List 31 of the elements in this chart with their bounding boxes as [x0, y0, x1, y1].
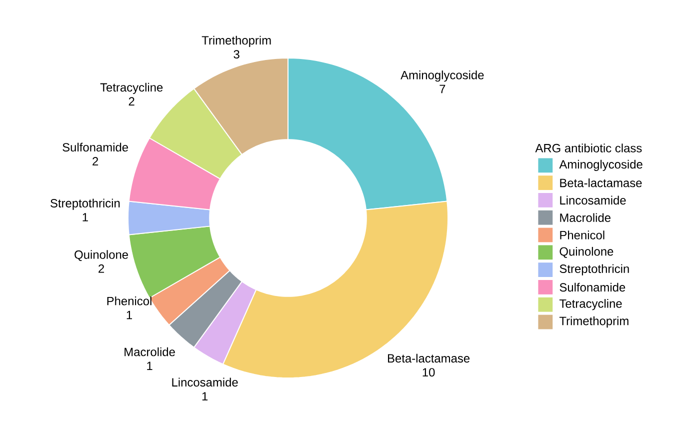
- slice-label: Tetracycline: [100, 82, 163, 94]
- data-label: 2: [98, 264, 104, 273]
- slice-label: Trimethoprim: [202, 36, 271, 47]
- data-label: 1: [126, 310, 132, 320]
- data-label: 2: [128, 97, 134, 106]
- legend-title: ARG antibiotic class: [535, 144, 642, 152]
- data-label: 1: [82, 213, 88, 222]
- slice-label: Phenicol: [107, 296, 152, 306]
- data-label: 10: [422, 368, 435, 377]
- data-label: 2: [92, 157, 98, 166]
- legend-label: Beta-lactamase: [560, 178, 642, 188]
- legend-label: Macrolide: [560, 213, 610, 222]
- slice-label: Macrolide: [124, 347, 175, 356]
- legend-label: Phenicol: [560, 230, 604, 240]
- slice-label: Sulfonamide: [62, 142, 128, 152]
- slice-label: Quinolone: [74, 250, 128, 262]
- data-label: 3: [234, 50, 240, 59]
- slice-label: Beta-lactamase: [388, 354, 470, 363]
- legend-label: Quinolone: [560, 246, 614, 258]
- data-label: 7: [440, 84, 446, 94]
- legend-label: Lincosamide: [560, 196, 626, 205]
- legend-label: Sulfonamide: [560, 282, 626, 292]
- legend-label: Aminoglycoside: [559, 160, 642, 171]
- slice-label: Aminoglycoside: [400, 70, 484, 82]
- legend-label: Streptothricin: [560, 264, 629, 276]
- slice-label: Lincosamide: [172, 378, 238, 387]
- data-label: 1: [202, 392, 208, 400]
- legend-label: Trimethoprim: [559, 316, 628, 328]
- legend-label: Tetracycline: [559, 299, 622, 310]
- slice-label: Streptothricin: [50, 198, 120, 210]
- data-label: 1: [147, 362, 152, 370]
